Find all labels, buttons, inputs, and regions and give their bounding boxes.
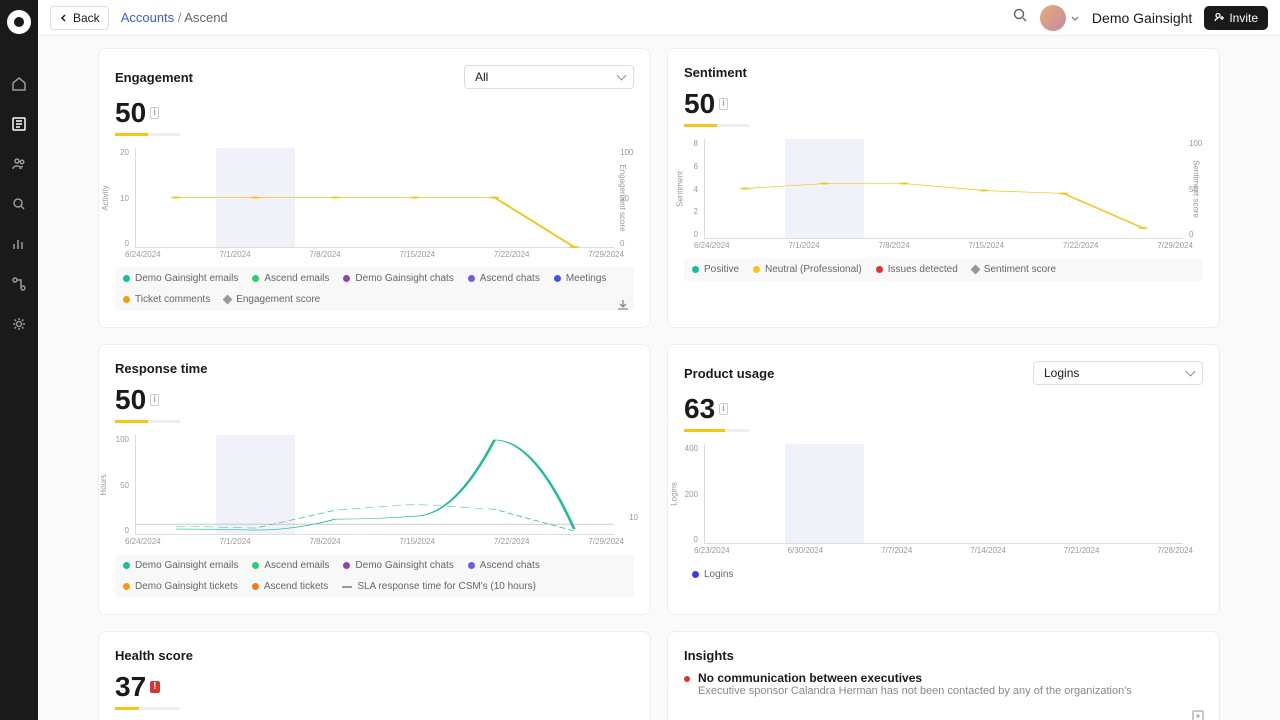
- nav-people[interactable]: [7, 152, 31, 176]
- usage-score-bar: [684, 429, 749, 432]
- response-chart: Hours 100500 10: [115, 435, 634, 535]
- username: Demo Gainsight: [1092, 10, 1192, 26]
- info-icon[interactable]: i: [719, 403, 728, 415]
- health-title: Health score: [115, 648, 193, 663]
- nav-reports[interactable]: [7, 232, 31, 256]
- expand-icon[interactable]: [1191, 709, 1205, 720]
- engagement-title: Engagement: [115, 70, 193, 85]
- avatar: [1040, 5, 1066, 31]
- invite-button[interactable]: Invite: [1204, 6, 1268, 30]
- nav-settings[interactable]: [7, 312, 31, 336]
- search-icon[interactable]: [1012, 7, 1028, 28]
- invite-label: Invite: [1229, 11, 1258, 25]
- legend-item: Logins: [692, 569, 733, 580]
- logo[interactable]: [7, 10, 31, 34]
- engagement-filter[interactable]: All: [464, 65, 634, 89]
- insights-title: Insights: [684, 648, 734, 663]
- usage-xaxis: 6/23/20246/30/20247/7/20247/14/20247/21/…: [684, 546, 1203, 555]
- legend-item: Meetings: [554, 273, 607, 284]
- sentiment-score: 50i: [684, 88, 1203, 120]
- sentiment-xaxis: 6/24/20247/1/20247/8/20247/15/20247/22/2…: [684, 241, 1203, 250]
- nav-search[interactable]: [7, 192, 31, 216]
- legend-item: Ascend emails: [252, 560, 329, 571]
- y-label-left: Hours: [99, 474, 108, 495]
- info-icon[interactable]: i: [719, 98, 728, 110]
- sentiment-legend: Positive Neutral (Professional) Issues det…: [684, 258, 1203, 281]
- health-card: Health score 37!: [98, 631, 651, 720]
- engagement-legend: Demo Gainsight emails Ascend emails Demo G…: [115, 267, 634, 311]
- nav-workflow[interactable]: [7, 272, 31, 296]
- alert-icon[interactable]: !: [150, 681, 159, 693]
- health-score: 37!: [115, 671, 634, 703]
- legend-item: Demo Gainsight chats: [343, 560, 453, 571]
- response-score: 50i: [115, 384, 634, 416]
- legend-item: Ascend chats: [468, 273, 540, 284]
- insight-item: No communication between executivesExecu…: [684, 671, 1203, 697]
- response-xaxis: 6/24/20247/1/20247/8/20247/15/20247/22/2…: [115, 537, 634, 546]
- response-score-bar: [115, 420, 180, 423]
- download-icon[interactable]: [616, 298, 630, 317]
- legend-item: Positive: [692, 264, 739, 275]
- nav-home[interactable]: [7, 72, 31, 96]
- engagement-chart: Activity Engagement score 20100 100500: [115, 148, 634, 248]
- legend-item: Demo Gainsight tickets: [123, 581, 238, 592]
- y-label-left: Logins: [669, 482, 678, 506]
- legend-item: Demo Gainsight chats: [343, 273, 453, 284]
- sidebar: [0, 0, 38, 720]
- breadcrumb: Accounts / Ascend: [121, 10, 228, 25]
- insights-list: No communication between executivesExecu…: [684, 671, 1203, 697]
- response-card: Response time 50i Hours 100500 10 6/24/2…: [98, 344, 651, 615]
- sentiment-chart: Sentiment Sentiment score 86420 100500: [684, 139, 1203, 239]
- back-button[interactable]: Back: [50, 6, 109, 30]
- breadcrumb-accounts[interactable]: Accounts: [121, 10, 174, 25]
- legend-item: Sentiment score: [972, 264, 1056, 275]
- usage-chart: Logins 4002000: [684, 444, 1203, 544]
- usage-filter[interactable]: Logins: [1033, 361, 1203, 385]
- user-menu[interactable]: [1040, 5, 1080, 31]
- legend-item: Ticket comments: [123, 294, 210, 305]
- usage-card: Product usage Logins 63i Logins 4002000 …: [667, 344, 1220, 615]
- insights-card: Insights No communication between execut…: [667, 631, 1220, 720]
- response-legend: Demo Gainsight emails Ascend emails Demo G…: [115, 554, 634, 598]
- usage-legend: Logins: [684, 563, 1203, 586]
- legend-item: Demo Gainsight emails: [123, 273, 238, 284]
- info-icon[interactable]: i: [150, 394, 159, 406]
- engagement-xaxis: 6/24/20247/1/20247/8/20247/15/20247/22/2…: [115, 250, 634, 259]
- legend-item: Ascend emails: [252, 273, 329, 284]
- back-label: Back: [73, 11, 100, 25]
- legend-item: Ascend tickets: [252, 581, 328, 592]
- legend-item: Neutral (Professional): [753, 264, 862, 275]
- legend-item: Ascend chats: [468, 560, 540, 571]
- usage-score: 63i: [684, 393, 1203, 425]
- sentiment-card: Sentiment 50i Sentiment Sentiment score …: [667, 48, 1220, 328]
- engagement-score-bar: [115, 133, 180, 136]
- sentiment-score-bar: [684, 124, 749, 127]
- response-title: Response time: [115, 361, 207, 376]
- health-score-bar: [115, 707, 180, 710]
- y-label-left: Activity: [101, 185, 110, 210]
- legend-item: Issues detected: [876, 264, 958, 275]
- usage-title: Product usage: [684, 366, 774, 381]
- legend-item: Engagement score: [224, 294, 320, 305]
- sentiment-title: Sentiment: [684, 65, 747, 80]
- topbar: Back Accounts / Ascend Demo Gainsight In…: [38, 0, 1280, 36]
- main-content: Engagement All 50i Activity Engagement s…: [38, 36, 1280, 720]
- info-icon[interactable]: i: [150, 107, 159, 119]
- engagement-card: Engagement All 50i Activity Engagement s…: [98, 48, 651, 328]
- nav-accounts[interactable]: [7, 112, 31, 136]
- breadcrumb-current: Ascend: [184, 10, 227, 25]
- engagement-score: 50i: [115, 97, 634, 129]
- legend-item: Demo Gainsight emails: [123, 560, 238, 571]
- legend-item: SLA response time for CSM's (10 hours): [342, 581, 536, 592]
- sla-level-label: 10: [629, 513, 638, 522]
